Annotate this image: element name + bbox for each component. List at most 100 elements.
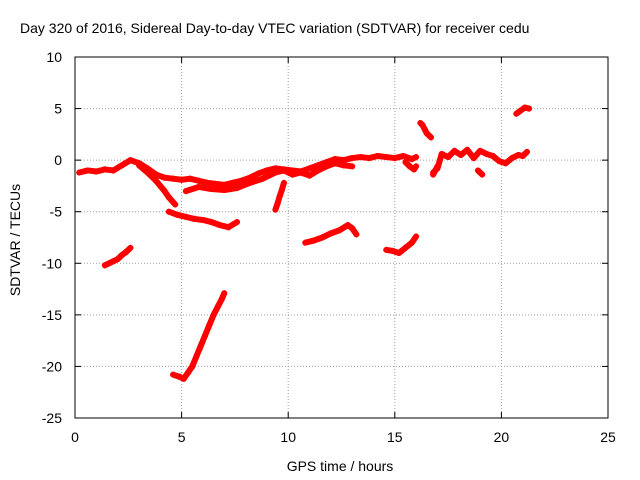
y-tick-label: 0 [54, 152, 62, 168]
data-point [349, 225, 356, 232]
data-point [280, 179, 287, 186]
data-point [519, 153, 526, 160]
series-main-band [76, 153, 420, 188]
data-point [246, 179, 253, 186]
data-point [170, 175, 177, 182]
data-point [208, 219, 215, 226]
data-point [263, 167, 270, 174]
data-point [127, 244, 134, 251]
data-point [210, 311, 217, 318]
series-drop-16 [402, 159, 420, 173]
x-tick-label: 25 [600, 429, 616, 445]
data-point [93, 168, 100, 175]
data-point [391, 155, 398, 162]
data-point [238, 177, 245, 184]
data-point [419, 122, 426, 129]
data-point [189, 363, 196, 370]
data-point [180, 375, 187, 382]
data-point [413, 154, 420, 161]
data-point [477, 147, 484, 154]
data-point [118, 252, 125, 259]
y-tick-label: -5 [50, 204, 63, 220]
data-point [349, 163, 356, 170]
data-point [366, 155, 373, 162]
data-point [229, 179, 236, 186]
axis-ticks: 0 5 10 15 20 25 10 5 0 -5 -10 -15 -20 -25 [42, 49, 616, 445]
data-point [272, 169, 279, 176]
data-point [445, 154, 452, 161]
series-high-21 [513, 104, 533, 117]
data-point [206, 322, 213, 329]
data-point [310, 237, 317, 244]
data-point [489, 153, 496, 160]
data-point [483, 150, 490, 157]
data-point [101, 262, 108, 269]
data-point [255, 170, 262, 177]
y-tick-label: -15 [42, 307, 62, 323]
data-point [144, 169, 151, 176]
data-point [464, 146, 471, 153]
data-point [110, 167, 117, 174]
y-axis-label: SDTVAR / TECUs [7, 184, 23, 296]
data-point [349, 155, 356, 162]
x-tick-label: 20 [494, 429, 510, 445]
data-point [182, 213, 189, 220]
data-point [340, 162, 347, 169]
data-point [374, 153, 381, 160]
data-point [234, 184, 241, 191]
data-point [336, 227, 343, 234]
y-tick-label: -25 [42, 410, 62, 426]
data-point [396, 249, 403, 256]
data-point [502, 160, 509, 167]
data-point [199, 216, 206, 223]
data-point [327, 230, 334, 237]
data-point [523, 148, 530, 155]
x-tick-label: 10 [280, 429, 296, 445]
data-point [219, 295, 226, 302]
data-point [195, 183, 202, 190]
data-point [127, 157, 134, 164]
data-point [161, 188, 168, 195]
data-point [451, 147, 458, 154]
data-point [344, 222, 351, 229]
series-band-branch [182, 160, 356, 195]
data-point [413, 163, 420, 170]
data-segment [225, 219, 241, 231]
data-point [193, 353, 200, 360]
data-point [319, 234, 326, 241]
data-point [278, 187, 285, 194]
data-point [187, 175, 194, 182]
y-tick-label: 10 [46, 49, 62, 65]
data-point [216, 222, 223, 229]
data-point [221, 290, 228, 297]
series-drop-17 [430, 163, 441, 178]
data-point [496, 158, 503, 165]
data-segment [349, 225, 360, 238]
series-deep-5-7 [170, 290, 228, 382]
data-point [161, 174, 168, 181]
data-point [332, 160, 339, 167]
series-band-lower [135, 162, 179, 208]
data-point [297, 169, 304, 176]
data-point [114, 256, 121, 263]
data-point [110, 258, 117, 265]
data-point [306, 172, 313, 179]
x-tick-label: 15 [387, 429, 403, 445]
data-point [202, 332, 209, 339]
data-point [402, 244, 409, 251]
chart-title: Day 320 of 2016, Sidereal Day-to-day VTE… [20, 20, 529, 36]
data-point [184, 369, 191, 376]
series-cluster-16.3 [417, 120, 435, 141]
data-point [204, 179, 211, 186]
grid [75, 57, 608, 418]
data-point [197, 342, 204, 349]
data-point [135, 162, 142, 169]
data-point [430, 171, 437, 178]
data-point [178, 176, 185, 183]
data-point [408, 239, 415, 246]
y-tick-label: 5 [54, 101, 62, 117]
data-point [272, 206, 279, 213]
data-point [434, 163, 441, 170]
data-point [225, 224, 232, 231]
data-point [408, 156, 415, 163]
